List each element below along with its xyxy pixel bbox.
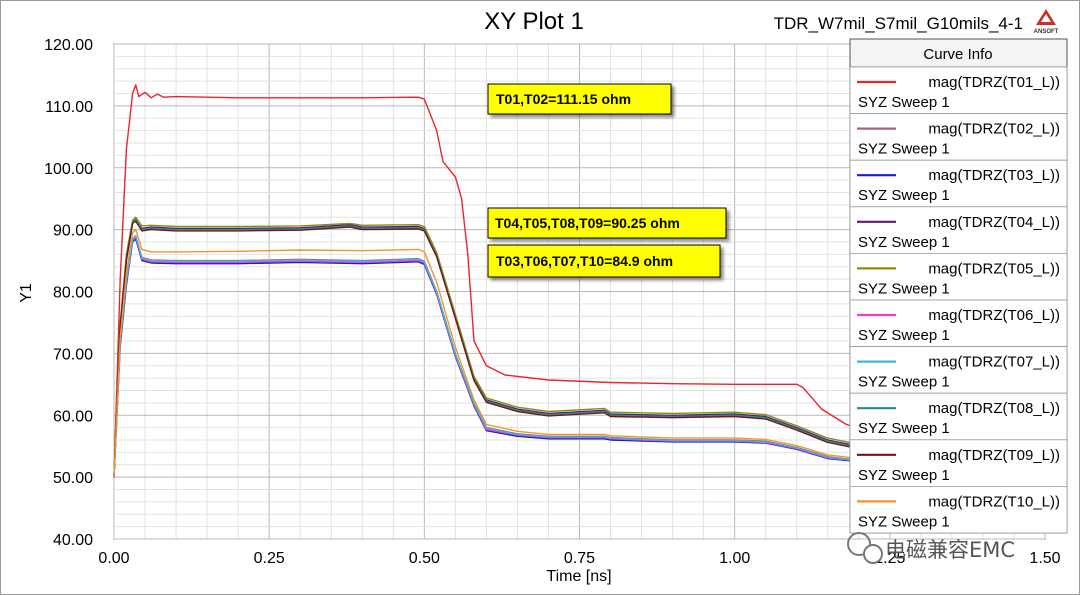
y-axis-label: Y1 xyxy=(18,283,35,303)
annotation-t01-t02[interactable]: T01,T02=111.15 ohm xyxy=(487,83,672,115)
legend-item-10[interactable]: mag(TDRZ(T10_L)) SYZ Sweep 1 xyxy=(849,485,1068,534)
legend-series-name: mag(TDRZ(T04_L)) xyxy=(928,214,1060,231)
logo-text: ANSOFT xyxy=(1034,29,1059,35)
legend-series-name: mag(TDRZ(T02_L)) xyxy=(928,121,1060,138)
x-tick-label: 0.00 xyxy=(98,550,129,567)
legend-item-9[interactable]: mag(TDRZ(T09_L)) SYZ Sweep 1 xyxy=(849,439,1068,487)
legend-item-8[interactable]: mag(TDRZ(T08_L)) SYZ Sweep 1 xyxy=(849,392,1068,441)
y-tick-label: 90.00 xyxy=(53,223,93,240)
legend-item-1[interactable]: mag(TDRZ(T01_L)) SYZ Sweep 1 xyxy=(849,66,1068,114)
annotation-t04-t05-t08-t09-text: T04,T05,T08,T09=90.25 ohm xyxy=(495,215,680,231)
curve-info-legend[interactable]: Curve Info mag(TDRZ(T01_L))SYZ Sweep 1ma… xyxy=(849,38,1068,534)
legend-series-name: mag(TDRZ(T03_L)) xyxy=(928,167,1060,184)
y-tick-label: 80.00 xyxy=(53,285,93,302)
legend-series-name: mag(TDRZ(T08_L)) xyxy=(928,400,1060,417)
series-line-5[interactable] xyxy=(113,216,897,478)
legend-series-name: mag(TDRZ(T05_L)) xyxy=(928,260,1060,277)
wechat-watermark: 电磁兼容EMC xyxy=(847,532,1015,564)
chart-subtitle: TDR_W7mil_S7mil_G10mils_4-1 xyxy=(774,14,1023,33)
series-line-1[interactable] xyxy=(113,84,897,478)
y-tick-label: 60.00 xyxy=(53,408,93,425)
legend-title: Curve Info xyxy=(923,46,992,63)
legend-item-7[interactable]: mag(TDRZ(T07_L)) SYZ Sweep 1 xyxy=(849,346,1068,394)
y-tick-label: 120.00 xyxy=(44,37,93,54)
annotation-t03-t06-t07-t10[interactable]: T03,T06,T07,T10=84.9 ohm xyxy=(487,244,721,278)
legend-sweep-name: SYZ Sweep 1 xyxy=(858,187,950,204)
legend-series-name: mag(TDRZ(T01_L)) xyxy=(928,74,1060,91)
annotation-t03-t06-t07-t10-text: T03,T06,T07,T10=84.9 ohm xyxy=(496,253,673,269)
annotation-t04-t05-t08-t09[interactable]: T04,T05,T08,T09=90.25 ohm xyxy=(487,207,727,239)
legend-sweep-name: SYZ Sweep 1 xyxy=(858,513,950,530)
legend-sweep-name: SYZ Sweep 1 xyxy=(858,234,950,251)
y-tick-label: 100.00 xyxy=(44,161,93,178)
x-axis-label: Time [ns] xyxy=(546,568,611,585)
legend-sweep-name: SYZ Sweep 1 xyxy=(858,327,950,344)
x-tick-label: 0.75 xyxy=(564,550,595,567)
x-tick-label: 1.50 xyxy=(1029,550,1060,567)
legend-sweep-name: SYZ Sweep 1 xyxy=(858,467,950,484)
series-line-10[interactable] xyxy=(113,228,897,478)
chart-title: XY Plot 1 xyxy=(484,8,584,35)
annotation-t01-t02-text: T01,T02=111.15 ohm xyxy=(496,91,631,107)
legend-sweep-name: SYZ Sweep 1 xyxy=(858,280,950,297)
watermark-text: 电磁兼容EMC xyxy=(885,538,1015,562)
legend-item-3[interactable]: mag(TDRZ(T03_L)) SYZ Sweep 1 xyxy=(849,159,1068,208)
legend-sweep-name: SYZ Sweep 1 xyxy=(858,420,950,437)
x-tick-labels: 0.00 0.25 0.50 0.75 1.00 1.25 1.50 xyxy=(98,550,1060,567)
series-line-9[interactable] xyxy=(113,220,897,478)
x-tick-label: 0.25 xyxy=(254,550,285,567)
x-tick-label: 1.00 xyxy=(719,550,750,567)
legend-item-5[interactable]: mag(TDRZ(T05_L)) SYZ Sweep 1 xyxy=(849,252,1068,301)
y-tick-label: 70.00 xyxy=(53,346,93,363)
legend-item-6[interactable]: mag(TDRZ(T06_L)) SYZ Sweep 1 xyxy=(849,299,1068,347)
legend-series-name: mag(TDRZ(T10_L)) xyxy=(928,493,1060,510)
series-line-7[interactable] xyxy=(113,235,897,478)
y-tick-labels: 120.00 110.00 100.00 90.00 80.00 70.00 60.00 50… xyxy=(44,37,93,549)
y-tick-label: 40.00 xyxy=(53,532,93,549)
x-tick-label: 0.50 xyxy=(409,550,440,567)
series-lines xyxy=(113,84,897,478)
ansoft-logo: ANSOFT xyxy=(1034,9,1059,35)
legend-series-name: mag(TDRZ(T06_L)) xyxy=(928,307,1060,324)
legend-series-name: mag(TDRZ(T09_L)) xyxy=(928,447,1060,464)
legend-item-4[interactable]: mag(TDRZ(T04_L)) SYZ Sweep 1 xyxy=(849,206,1068,254)
legend-sweep-name: SYZ Sweep 1 xyxy=(858,374,950,391)
legend-series-name: mag(TDRZ(T07_L)) xyxy=(928,354,1060,371)
legend-sweep-name: SYZ Sweep 1 xyxy=(858,141,950,158)
legend-item-2[interactable]: mag(TDRZ(T02_L)) SYZ Sweep 1 xyxy=(849,113,1068,161)
y-tick-label: 110.00 xyxy=(45,99,93,116)
y-tick-label: 50.00 xyxy=(53,470,93,487)
legend-sweep-name: SYZ Sweep 1 xyxy=(858,94,950,111)
